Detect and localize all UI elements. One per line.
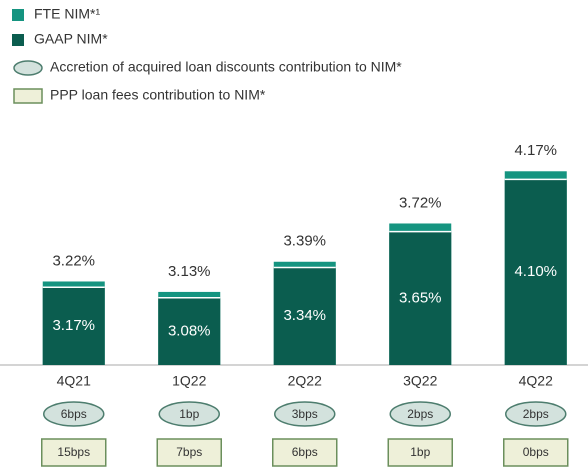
bar — [273, 267, 336, 365]
accretion-label: 1bp — [179, 407, 199, 421]
accretion-mark — [389, 401, 451, 427]
legend-label: PPP loan fees contribution to NIM* — [50, 87, 266, 103]
x-tick-label: 3Q22 — [403, 373, 437, 389]
bar — [158, 297, 221, 365]
legend-label: GAAP NIM* — [34, 31, 108, 47]
value-label: 3.34% — [283, 307, 326, 324]
accretion-mark — [505, 401, 567, 427]
value-label: 3.13% — [168, 263, 211, 280]
legend-marker — [13, 60, 43, 76]
accretion-mark — [158, 401, 220, 427]
ppp-mark — [272, 438, 338, 467]
accretion-mark — [43, 401, 105, 427]
ppp-mark — [156, 438, 222, 467]
accretion-label: 6bps — [61, 407, 87, 421]
x-tick-label: 2Q22 — [288, 373, 322, 389]
ppp-label: 15bps — [57, 445, 90, 459]
value-label: 4.10% — [514, 263, 557, 280]
legend-marker — [12, 34, 24, 46]
value-label: 3.22% — [52, 252, 95, 269]
bar — [504, 179, 567, 365]
ppp-label: 0bps — [523, 445, 549, 459]
value-label: 4.17% — [514, 142, 557, 159]
ppp-mark — [41, 438, 107, 467]
x-tick-label: 1Q22 — [172, 373, 206, 389]
ppp-mark — [387, 438, 453, 467]
legend-marker — [12, 9, 24, 21]
value-label: 3.72% — [399, 194, 442, 211]
accretion-label: 2bps — [407, 407, 433, 421]
ppp-label: 6bps — [292, 445, 318, 459]
x-tick-label: 4Q21 — [57, 373, 91, 389]
value-label: 3.17% — [52, 317, 95, 334]
ppp-mark — [503, 438, 569, 467]
accretion-label: 3bps — [292, 407, 318, 421]
accretion-mark — [274, 401, 336, 427]
value-label: 3.65% — [399, 289, 442, 306]
value-label: 3.39% — [283, 233, 326, 250]
value-label: 3.08% — [168, 322, 211, 339]
x-tick-label: 4Q22 — [519, 373, 553, 389]
legend-label: FTE NIM*¹ — [34, 6, 100, 22]
legend-marker — [13, 88, 43, 104]
accretion-label: 2bps — [523, 407, 549, 421]
bar — [389, 231, 452, 365]
ppp-label: 7bps — [176, 445, 202, 459]
bar — [42, 287, 105, 365]
ppp-label: 1bp — [410, 445, 430, 459]
legend-label: Accretion of acquired loan discounts con… — [50, 59, 402, 75]
